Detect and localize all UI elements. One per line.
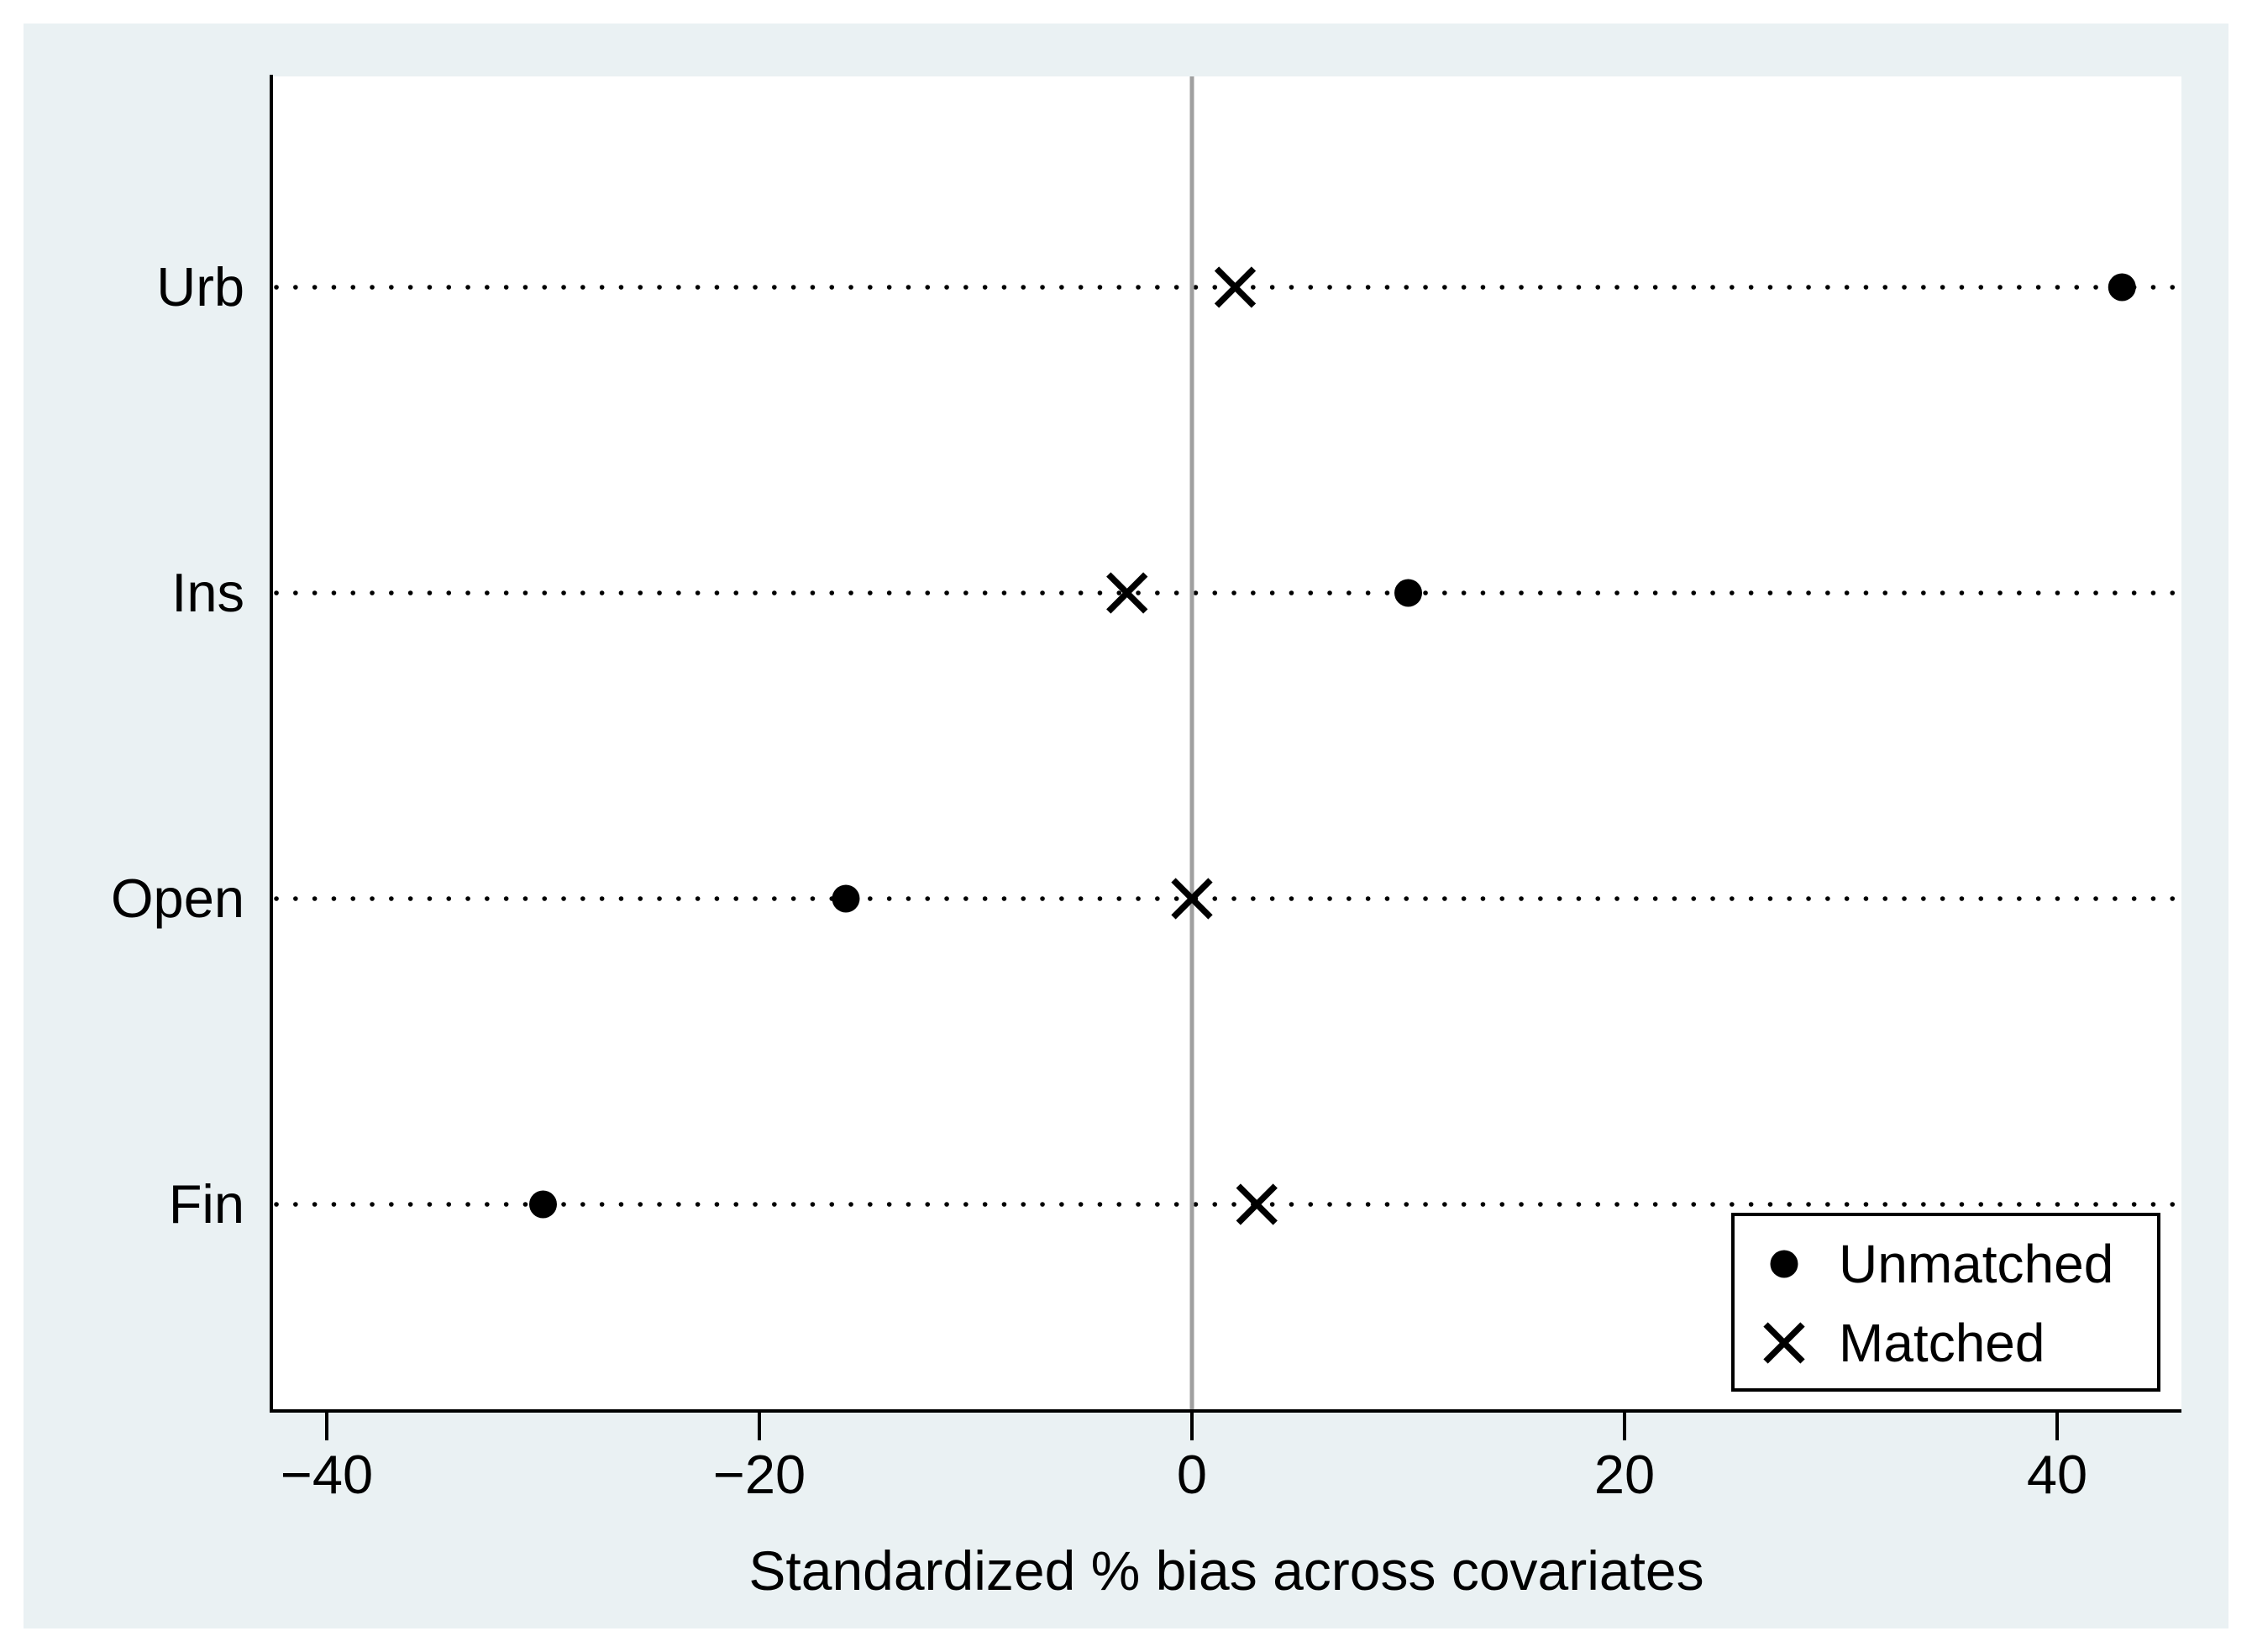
marker-unmatched-open — [832, 884, 860, 913]
x-tick-label-0: 0 — [1176, 1444, 1208, 1505]
marker-matched-ins — [1106, 572, 1148, 614]
x-axis-title: Standardized % bias across covariates — [748, 1539, 1704, 1602]
marker-matched-urb — [1214, 266, 1257, 308]
y-axis-label-urb: Urb — [156, 256, 244, 317]
marker-unmatched-ins — [1394, 579, 1422, 607]
y-axis-label-open: Open — [110, 868, 244, 929]
marker-unmatched-urb — [2108, 273, 2136, 302]
x-tick-label--40: −40 — [280, 1444, 374, 1505]
x-tick-label-20: 20 — [1593, 1444, 1656, 1505]
marker-matched-fin — [1236, 1183, 1278, 1225]
x-tick-label--20: −20 — [712, 1444, 806, 1505]
x-cross-icon — [1763, 1322, 1805, 1364]
marker-matched-open — [1171, 878, 1213, 920]
x-tick-label-40: 40 — [2026, 1444, 2088, 1505]
legend-entry-matched: Matched — [1760, 1303, 2157, 1382]
filled-circle-icon — [1770, 1250, 1798, 1278]
legend-label: Matched — [1839, 1313, 2045, 1373]
legend-label: Unmatched — [1839, 1234, 2114, 1294]
y-axis-label-fin: Fin — [168, 1173, 244, 1235]
legend: Unmatched Matched — [1731, 1213, 2160, 1392]
y-axis-label-ins: Ins — [171, 562, 244, 623]
legend-entry-unmatched: Unmatched — [1760, 1225, 2157, 1303]
marker-unmatched-fin — [529, 1190, 557, 1219]
